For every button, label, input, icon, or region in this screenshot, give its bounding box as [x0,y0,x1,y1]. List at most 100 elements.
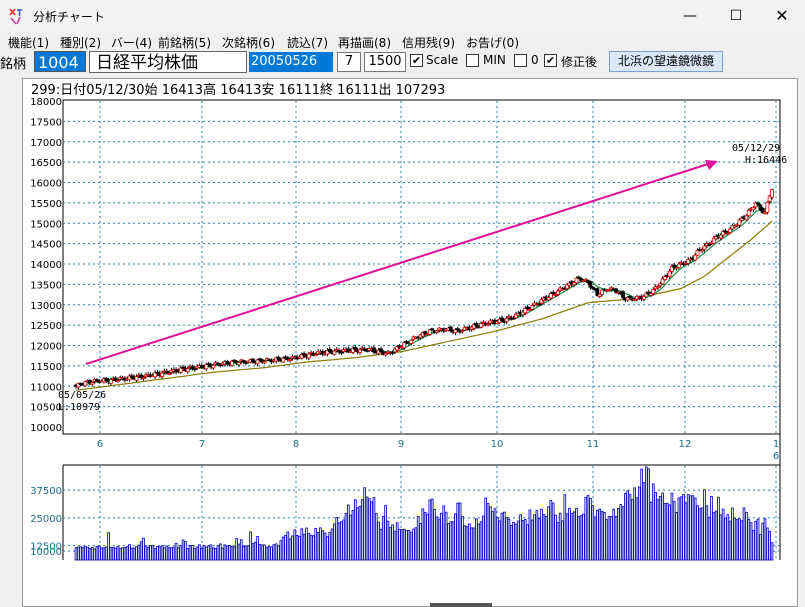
volume-bar [668,504,671,561]
price-tick-label: 16500 [30,158,62,169]
candle [486,323,490,326]
volume-bar [691,495,695,561]
volume-bar [340,521,343,561]
menu-redraw[interactable]: 再描画(8) [338,36,391,50]
volume-bar [479,521,483,561]
volume-bar [586,495,590,561]
info-line: 299:日付05/12/30始 16413高 16413安 16111終 161… [31,83,446,98]
volume-bar [710,496,713,561]
candle [299,353,304,359]
volume-bar [381,516,385,561]
candle [362,348,367,351]
volume-bar [326,536,329,561]
candle [642,295,646,300]
volume-bar [142,537,145,561]
candle [686,259,691,264]
volume-bar [488,506,492,561]
candle [332,350,337,355]
candle [553,293,558,296]
maximize-button[interactable]: ☐ [729,8,743,24]
volume-bar [76,546,80,561]
volume-bar [514,523,518,561]
volume-bar [598,508,602,561]
candle [711,237,716,244]
volume-bar [151,545,155,561]
volume-bar [230,546,234,561]
volume-bar [165,545,169,561]
menu-oracle[interactable]: お告げ(0) [466,36,519,50]
volume-bar [537,517,541,561]
month-label: 1 [773,439,779,450]
toolbar: 銘柄 1004 日経平均株価 20050526 7 1500 ✔ Scale M… [0,50,805,74]
candle [360,347,365,350]
candle [758,204,763,210]
count-input[interactable]: 1500 [364,52,406,72]
candle [139,374,144,378]
telescope-button[interactable]: 北浜の望遠鏡微鏡 [609,51,723,72]
volume-bar [260,544,264,561]
candle [546,297,551,301]
min-label: MIN [483,53,506,67]
stock-code-input[interactable]: 1004 [34,51,86,72]
volume-bar [665,502,669,561]
volume-bar [335,517,339,561]
adjusted-checkbox[interactable]: ✔ [544,54,557,67]
candle [218,364,223,367]
volume-bar [703,489,706,561]
volume-bar [186,548,190,561]
close-button[interactable]: ✕ [775,6,789,25]
volume-bar [307,533,311,561]
price-tick-label: 14500 [30,240,62,251]
menu-function[interactable]: 機能(1) [8,36,49,50]
volume-bar [284,534,287,561]
volume-bar [302,533,306,561]
volume-bar [328,532,332,561]
volume-bar [426,513,429,561]
candle [430,328,435,331]
volume-bar [156,546,159,561]
volume-bar [188,545,192,561]
scale-checkbox[interactable]: ✔ [410,54,423,67]
volume-bar [333,523,336,561]
volume-bar [330,528,334,561]
volume-bar [721,508,725,561]
menu-type[interactable]: 種別(2) [60,36,101,50]
volume-bar [221,547,224,561]
volume-bar [228,545,231,561]
month-label: 8 [293,439,299,450]
volume-bar [700,507,704,561]
candle [744,215,749,221]
volume-bar [698,508,702,561]
volume-bar [470,527,474,561]
candle [402,342,407,349]
volume-bar [505,517,508,561]
zero-checkbox[interactable] [514,54,527,67]
candle [739,217,744,221]
volume-bar [717,496,720,561]
period-input[interactable]: 7 [337,52,361,72]
stock-name-field[interactable]: 日経平均株価 [89,51,247,73]
volume-bar [654,492,657,561]
candle [153,372,158,378]
price-tick-label: 17500 [30,117,62,128]
volume-bar [714,510,718,561]
volume-tick-label: 25000 [30,514,62,525]
volume-bar [170,547,173,561]
min-checkbox[interactable] [466,54,479,67]
month-label: 10 [491,439,504,450]
volume-bar [661,492,664,561]
date-input[interactable]: 20050526 [249,52,333,72]
price-tick-label: 18000 [30,97,62,108]
menu-prev-stock[interactable]: 前銘柄(5) [158,36,211,50]
candle [660,278,665,285]
candle [383,352,388,356]
menu-load[interactable]: 読込(7) [287,36,328,50]
menu-margin[interactable]: 信用残(9) [402,36,455,50]
menu-bar-type[interactable]: バー(4) [111,36,152,50]
volume-bar [402,528,406,561]
menu-next-stock[interactable]: 次銘柄(6) [222,36,275,50]
volume-bar [323,532,327,561]
minimize-button[interactable]: — [683,8,697,24]
candle [255,359,260,365]
